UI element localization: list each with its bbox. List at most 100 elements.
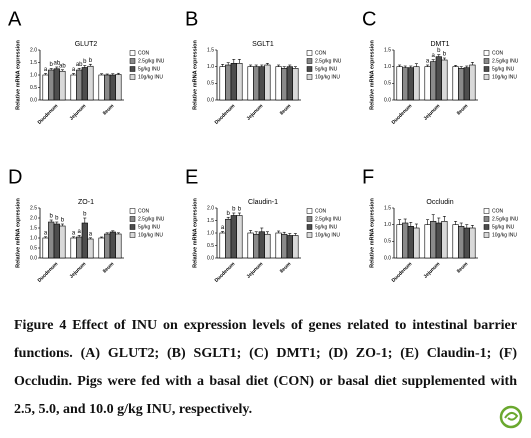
- y-tick-label: 1.5: [207, 218, 214, 224]
- bar: [424, 66, 431, 101]
- bar: [286, 66, 293, 101]
- bar: [413, 66, 420, 101]
- significance-letter: b: [50, 214, 54, 220]
- y-axis-label: Relative mRNA expression: [15, 39, 21, 109]
- y-tick-label: 0.0: [30, 255, 37, 261]
- x-tick-label: Jejunum: [246, 261, 265, 280]
- y-tick-label: 0.5: [30, 85, 37, 91]
- bar: [402, 67, 409, 101]
- x-tick-label: Duodenum: [37, 103, 60, 126]
- x-tick-label: Duodenum: [214, 261, 237, 284]
- y-tick-label: 0.5: [384, 81, 391, 87]
- legend-swatch: [306, 216, 313, 222]
- y-axis-label: Relative mRNA expression: [15, 197, 21, 267]
- y-axis-label: Relative mRNA expression: [369, 197, 375, 267]
- bar: [98, 74, 105, 101]
- legend-swatch: [306, 208, 313, 214]
- y-tick-label: 0.5: [30, 245, 37, 251]
- bar: [225, 64, 232, 101]
- legend-swatch: [129, 58, 136, 64]
- legend-label: 10g/kg INU: [315, 74, 340, 80]
- x-tick-label: Ileum: [279, 103, 293, 117]
- legend-label: 5g/kg INU: [315, 224, 338, 230]
- legend-label: 2.5g/kg INU: [492, 216, 519, 222]
- y-tick-label: 2.0: [207, 205, 214, 211]
- significance-letter: a: [426, 59, 430, 65]
- chart-title: ZO-1: [78, 199, 94, 206]
- bar: [81, 67, 88, 101]
- legend-swatch: [129, 224, 136, 230]
- legend-swatch: [483, 224, 490, 230]
- legend-swatch: [306, 224, 313, 230]
- bar: [402, 222, 409, 259]
- significance-letter: a: [78, 229, 82, 235]
- x-tick-label: Jejunum: [69, 103, 88, 122]
- panel-letter: D: [8, 166, 22, 188]
- significance-letter: b: [443, 52, 447, 58]
- bar: [281, 68, 288, 101]
- bar: [81, 222, 88, 259]
- legend-label: 10g/kg INU: [138, 232, 163, 238]
- bar: [42, 74, 49, 101]
- legend-label: 5g/kg INU: [315, 66, 338, 72]
- bar: [104, 233, 111, 259]
- bar: [407, 67, 414, 101]
- bar: [87, 65, 94, 101]
- bar: [469, 64, 476, 101]
- bar: [76, 236, 83, 259]
- y-tick-label: 1.5: [207, 47, 214, 53]
- y-tick-label: 1.0: [30, 72, 37, 78]
- legend-swatch: [483, 216, 490, 222]
- bar: [230, 215, 237, 259]
- bar: [458, 68, 465, 101]
- x-tick-label: Ileum: [456, 103, 470, 117]
- bar: [281, 233, 288, 259]
- significance-letter: a: [72, 67, 76, 73]
- bar: [115, 74, 122, 101]
- y-tick-label: 0.5: [384, 239, 391, 245]
- x-tick-label: Jejunum: [423, 103, 442, 122]
- legend-label: CON: [492, 208, 504, 214]
- bar: [396, 66, 403, 101]
- bar: [225, 218, 232, 259]
- bar: [53, 223, 60, 259]
- legend-swatch: [129, 232, 136, 238]
- bar: [42, 237, 49, 259]
- x-tick-label: Jejunum: [69, 261, 88, 280]
- significance-letter: b: [61, 218, 65, 224]
- significance-letter: a: [44, 230, 48, 236]
- x-tick-label: Duodenum: [214, 103, 237, 126]
- bar: [441, 221, 448, 259]
- y-tick-label: 0.0: [207, 97, 214, 103]
- y-tick-label: 1.0: [207, 64, 214, 70]
- bar: [230, 63, 237, 101]
- bar: [247, 66, 254, 101]
- legend-swatch: [483, 74, 490, 80]
- bar: [236, 215, 243, 259]
- bar: [292, 68, 299, 101]
- legend-label: CON: [138, 50, 150, 56]
- legend-swatch: [129, 66, 136, 72]
- legend-label: 5g/kg INU: [138, 66, 161, 72]
- y-tick-label: 1.0: [384, 64, 391, 70]
- x-tick-label: Jejunum: [246, 103, 265, 122]
- bar: [286, 235, 293, 259]
- bar: [430, 221, 437, 259]
- bar: [458, 226, 465, 259]
- bar: [59, 225, 66, 259]
- bar: [98, 237, 105, 259]
- legend-label: CON: [138, 208, 150, 214]
- y-tick-label: 1.5: [384, 205, 391, 211]
- x-tick-label: Ileum: [456, 261, 470, 275]
- bar: [407, 226, 414, 259]
- bar: [413, 227, 420, 259]
- legend-swatch: [306, 74, 313, 80]
- bar: [275, 66, 282, 101]
- x-tick-label: Ileum: [279, 261, 293, 275]
- legend-swatch: [483, 66, 490, 72]
- bar: [292, 235, 299, 259]
- bar: [253, 66, 260, 101]
- legend-label: CON: [315, 208, 327, 214]
- significance-letter: a: [44, 67, 48, 73]
- significance-letter: a: [221, 225, 225, 231]
